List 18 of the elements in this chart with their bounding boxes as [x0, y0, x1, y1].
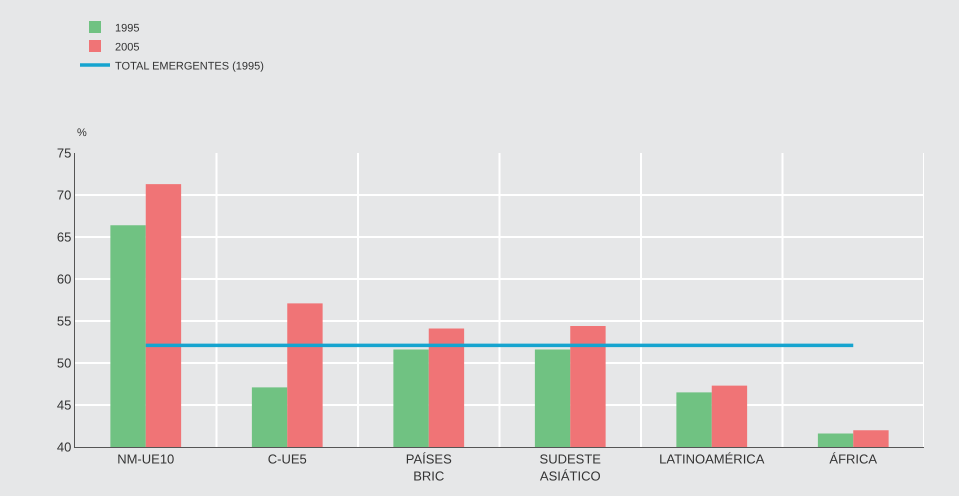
- x-tick-label: C-UE5: [268, 452, 307, 467]
- x-tick-label: PAÍSES BRIC: [406, 452, 452, 484]
- y-tick-label: 60: [56, 272, 72, 287]
- y-tick-label: 70: [56, 188, 72, 203]
- y-tick-label: 75: [56, 146, 72, 161]
- legend-label: 1995: [115, 22, 140, 34]
- legend-label: TOTAL EMERGENTES (1995): [115, 60, 264, 72]
- x-tick-label: SUDESTE ASIÁTICO: [540, 452, 602, 484]
- x-tick-label: NM-UE10: [117, 452, 174, 467]
- y-tick-label: 65: [56, 230, 72, 245]
- y-tick-label: 50: [56, 356, 72, 371]
- legend-label: 2005: [115, 41, 140, 54]
- y-tick-label: 55: [56, 314, 72, 329]
- y-tick-label: 40: [56, 440, 72, 455]
- y-axis-title: %: [77, 127, 87, 139]
- y-tick-label: 45: [56, 398, 72, 413]
- x-tick-label: ÁFRICA: [829, 452, 878, 467]
- x-tick-label: LATINOAMÉRICA: [659, 452, 765, 467]
